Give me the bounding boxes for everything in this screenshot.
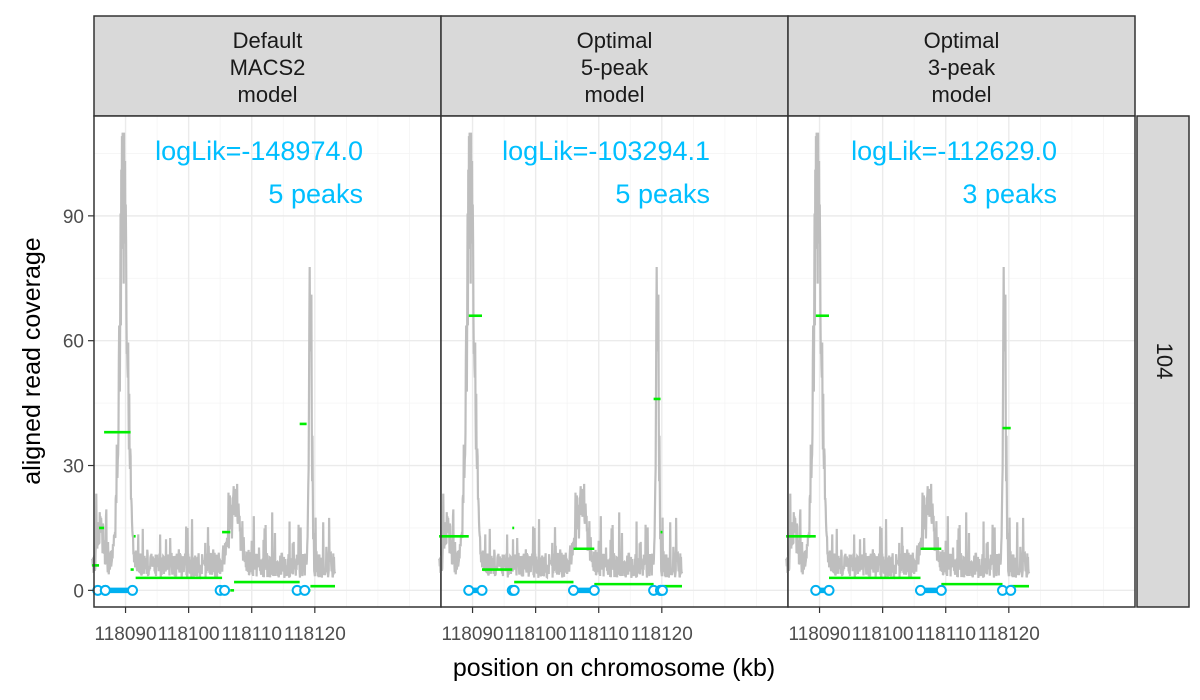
x-tick-label: 118110 <box>221 624 282 645</box>
panel-strip-label-line: MACS2 <box>230 55 306 80</box>
coverage-line <box>785 132 1031 580</box>
x-tick-label: 118120 <box>978 624 1040 645</box>
peak-endpoint <box>476 584 488 596</box>
peak-endpoint <box>567 584 579 596</box>
panel-strip-label-line: Optimal <box>924 28 1000 53</box>
peak-endpoint <box>823 584 835 596</box>
panel-strip-box <box>93 15 442 117</box>
y-tick-label: 60 <box>63 332 84 353</box>
coverage-line <box>438 132 684 580</box>
peaks-count-label: 5 peaks <box>268 179 363 209</box>
peak-endpoint <box>588 584 600 596</box>
y-tick-label: 90 <box>63 207 84 228</box>
peak-endpoint <box>914 584 926 596</box>
peak-endpoint <box>1005 584 1017 596</box>
peak-endpoint <box>219 584 231 596</box>
peak-endpoint <box>935 584 947 596</box>
x-tick-label: 118100 <box>158 624 220 645</box>
x-tick-label: 118110 <box>915 624 976 645</box>
peak-endpoint <box>810 584 822 596</box>
peaks-count-label: 5 peaks <box>615 179 710 209</box>
panel-strip-label-line: 3-peak <box>928 55 996 80</box>
row-strip-label: 104 <box>1152 343 1177 380</box>
y-tick-label: 30 <box>63 457 84 478</box>
peak-endpoint <box>463 584 475 596</box>
axis-titles: position on chromosome (kb) aligned read… <box>18 237 775 682</box>
panel-background <box>94 116 441 607</box>
x-tick-label: 118090 <box>95 624 157 645</box>
panel-strip-label-line: Default <box>233 28 303 53</box>
panel-background <box>788 116 1135 607</box>
peak-endpoint <box>656 584 668 596</box>
x-tick-label: 118100 <box>852 624 914 645</box>
peak-endpoint <box>508 584 520 596</box>
x-tick-label: 118090 <box>442 624 504 645</box>
x-tick-label: 118120 <box>631 624 693 645</box>
panel-strip-label-line: Optimal <box>577 28 653 53</box>
loglik-label: logLik=-112629.0 <box>851 136 1057 166</box>
panel-strip-label-line: model <box>932 82 992 107</box>
peaks-count-label: 3 peaks <box>962 179 1057 209</box>
panel-strip-box <box>440 15 789 117</box>
y-axis-title: aligned read coverage <box>18 237 46 484</box>
y-tick-label: 0 <box>73 581 84 602</box>
peak-endpoint <box>299 584 311 596</box>
panel-strip-label-line: model <box>585 82 645 107</box>
y-axis: 0 30 60 90 <box>63 207 94 602</box>
x-tick-label: 118110 <box>568 624 629 645</box>
loglik-label: logLik=-103294.1 <box>502 136 710 166</box>
x-axis-title: position on chromosome (kb) <box>453 654 775 682</box>
x-tick-label: 118100 <box>505 624 567 645</box>
panel-strip-label-line: 5-peak <box>581 55 649 80</box>
loglik-label: logLik=-148974.0 <box>155 136 363 166</box>
row-strip: 104 <box>1136 115 1190 608</box>
peak-endpoint <box>99 584 111 596</box>
panel-background <box>441 116 788 607</box>
panel-border <box>787 115 1136 608</box>
x-tick-label: 118120 <box>284 624 346 645</box>
panel-strip-box <box>787 15 1136 117</box>
panel-strip-label-line: model <box>238 82 298 107</box>
peak-endpoint <box>126 584 138 596</box>
x-tick-label: 118090 <box>789 624 851 645</box>
row-strip-box <box>1136 115 1190 608</box>
coverage-line <box>91 132 337 580</box>
